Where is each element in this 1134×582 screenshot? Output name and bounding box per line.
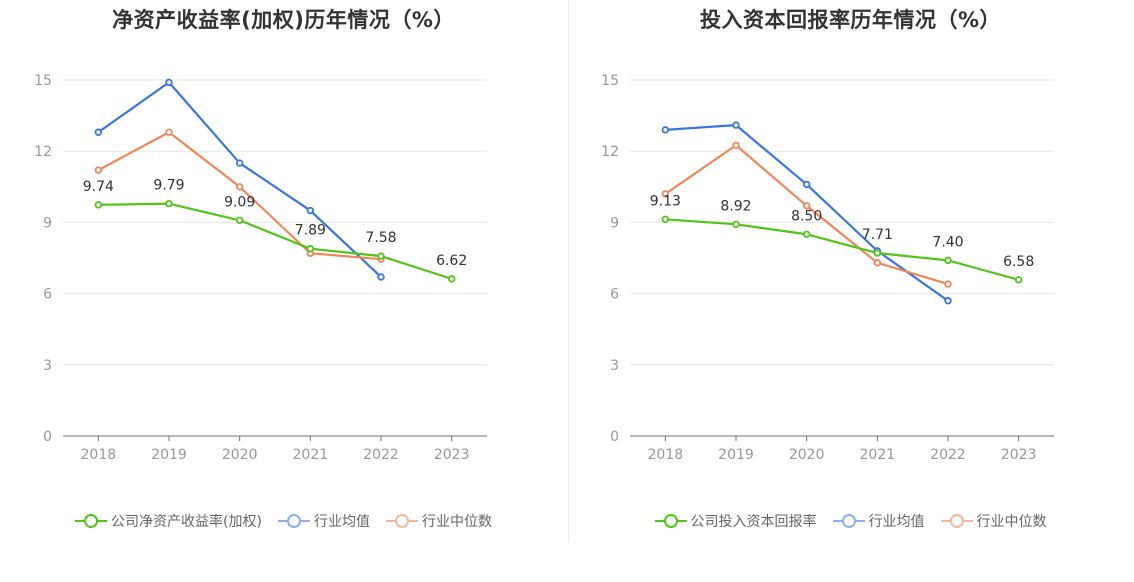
legend-label: 行业均值	[313, 514, 370, 530]
series-line	[97, 81, 382, 278]
x-tick-label: 2019	[718, 447, 754, 463]
data-point	[165, 199, 173, 208]
data-point	[944, 297, 952, 305]
y-tick-label: 6	[43, 287, 52, 303]
data-point	[94, 128, 103, 136]
data-point	[732, 220, 740, 228]
legend-item-company[interactable]: 公司投入资本回报率	[654, 511, 817, 531]
data-point	[1014, 276, 1023, 284]
data-point	[94, 166, 103, 174]
legend-line-marker-icon	[940, 511, 973, 531]
y-tick-label: 0	[610, 429, 619, 445]
data-point	[306, 245, 315, 253]
data-point	[94, 201, 103, 209]
y-tick-label: 0	[43, 429, 52, 445]
x-tick-label: 2021	[860, 447, 896, 463]
data-point	[802, 202, 811, 210]
roe-chart-panel: 净资产收益率(加权)历年情况（%） 0 3 6 9 12 15 2018 2019 2020 20…	[0, 8, 567, 531]
roic-line-chart: 0 3 6 9 12 15 2018 2019 2020 2021 2022 2023 9.13 8.92…	[601, 73, 1054, 463]
chart-title: 投入资本回报率历年情况（%）	[699, 8, 1002, 32]
data-point	[377, 252, 385, 260]
data-label: 7.89	[295, 223, 326, 239]
roic-chart-panel: 投入资本回报率历年情况（%） 0 3 6 9 12 15 2018 2019 2020 2021 2…	[567, 0, 1134, 582]
data-point	[802, 180, 811, 189]
data-label: 7.40	[932, 234, 963, 250]
data-point	[306, 206, 315, 215]
legend-line-marker-icon	[277, 511, 310, 531]
legend-line-marker-icon	[654, 511, 687, 531]
data-point	[732, 141, 740, 149]
data-label: 9.79	[153, 178, 184, 194]
data-point	[235, 183, 244, 191]
x-tick-label: 2019	[151, 447, 187, 463]
legend-item-company[interactable]: 公司净资产收益率(加权)	[75, 511, 262, 531]
legend-item-median[interactable]: 行业中位数	[940, 511, 1047, 531]
data-label: 8.92	[720, 198, 751, 214]
x-tick-label: 2021	[293, 447, 329, 463]
panel-divider	[568, 0, 569, 542]
data-point	[661, 215, 670, 224]
legend-item-mean[interactable]: 行业均值	[277, 511, 370, 531]
data-label: 7.58	[365, 230, 396, 246]
y-tick-label: 9	[43, 215, 52, 231]
legend-line-marker-icon	[385, 511, 418, 531]
chart-title: 净资产收益率(加权)历年情况（%）	[112, 8, 455, 32]
y-tick-label: 12	[34, 144, 52, 160]
x-tick-label: 2018	[81, 447, 117, 463]
y-tick-label: 3	[43, 358, 52, 374]
data-point	[661, 190, 670, 198]
y-tick-label: 15	[601, 73, 619, 89]
x-tick-label: 2018	[648, 447, 684, 463]
data-point	[235, 216, 244, 224]
series-line	[98, 202, 453, 280]
data-point	[165, 78, 173, 87]
chart-legend: 公司投入资本回报率 行业均值 行业中位数	[567, 511, 1134, 531]
legend-label: 行业中位数	[976, 514, 1047, 530]
x-tick-label: 2022	[930, 447, 966, 463]
data-point	[447, 275, 456, 283]
y-tick-label: 9	[610, 215, 619, 231]
data-point	[732, 121, 740, 129]
chart-legend: 公司净资产收益率(加权) 行业均值 行业中位数	[0, 511, 567, 531]
y-tick-label: 12	[601, 144, 619, 160]
data-point	[377, 273, 385, 281]
data-label: 6.62	[436, 253, 467, 269]
data-point	[944, 280, 952, 288]
x-tick-label: 2020	[222, 447, 258, 463]
series-line	[665, 218, 1019, 281]
legend-item-median[interactable]: 行业中位数	[385, 511, 492, 531]
legend-line-marker-icon	[832, 511, 865, 531]
x-tick-label: 2023	[1001, 447, 1037, 463]
legend-label: 行业均值	[868, 514, 925, 530]
data-label: 9.09	[224, 194, 255, 210]
legend-item-mean[interactable]: 行业均值	[832, 511, 925, 531]
y-tick-label: 3	[610, 358, 619, 374]
data-label: 8.50	[791, 208, 822, 224]
data-label: 6.58	[1003, 254, 1034, 270]
y-tick-label: 15	[34, 73, 52, 89]
legend-line-marker-icon	[75, 511, 108, 531]
data-label: 9.74	[83, 179, 114, 195]
x-tick-label: 2023	[434, 447, 470, 463]
data-point	[661, 126, 670, 134]
data-point	[235, 159, 244, 167]
data-label: 9.13	[650, 193, 681, 209]
data-point	[944, 256, 952, 265]
data-label: 7.71	[862, 227, 893, 243]
x-tick-label: 2022	[363, 447, 399, 463]
legend-label: 公司净资产收益率(加权)	[111, 514, 262, 530]
roe-line-chart: 0 3 6 9 12 15 2018 2019 2020 2021 2022 2023 9.74 9.79…	[34, 73, 487, 463]
y-tick-label: 6	[610, 287, 619, 303]
data-point	[802, 230, 811, 238]
data-point	[873, 249, 882, 257]
legend-label: 公司投入资本回报率	[690, 514, 817, 530]
x-tick-label: 2020	[789, 447, 825, 463]
legend-label: 行业中位数	[421, 514, 492, 530]
data-point	[873, 259, 882, 267]
data-point	[165, 128, 173, 136]
